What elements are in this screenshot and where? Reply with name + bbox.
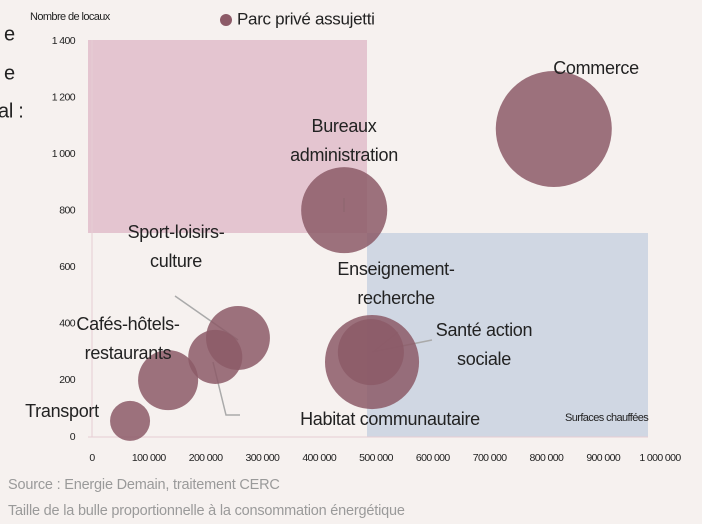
clipped-text: e — [4, 23, 15, 45]
bubble-label: Cafés-hôtels- — [76, 314, 179, 334]
bubble — [188, 329, 243, 384]
x-tick-label: 200 000 — [189, 452, 224, 464]
bubble — [337, 319, 404, 386]
bubble — [110, 400, 151, 441]
bubble-label: culture — [150, 251, 202, 271]
x-tick-label: 400 000 — [302, 452, 337, 464]
note: Taille de la bulle proportionnelle à la … — [8, 503, 405, 519]
y-tick-label: 600 — [59, 261, 75, 273]
legend-label: Parc privé assujetti — [237, 9, 375, 28]
bubble — [301, 167, 388, 254]
y-tick-label: 200 — [59, 374, 75, 386]
clipped-text: e — [4, 62, 15, 84]
legend-swatch — [220, 14, 232, 26]
bubble-label: Santé action — [436, 320, 532, 340]
y-tick-label: 1 200 — [52, 91, 76, 103]
bubble-label: Transport — [25, 401, 99, 421]
y-tick-label: 1 400 — [52, 35, 76, 47]
bubble-label: restaurants — [85, 343, 172, 363]
x-tick-label: 500 000 — [359, 452, 394, 464]
clipped-text: al : — [0, 100, 23, 122]
zone-low — [367, 233, 648, 437]
bubble-label: administration — [290, 145, 398, 165]
x-tick-label: 100 000 — [132, 452, 167, 464]
bubble-label: sociale — [457, 349, 511, 369]
x-tick-label: 0 — [89, 452, 95, 464]
y-tick-label: 0 — [70, 431, 76, 443]
source: Source : Energie Demain, traitement CERC — [8, 477, 280, 493]
bubble-label: recherche — [357, 288, 435, 308]
bubble-label: Sport-loisirs- — [128, 222, 225, 242]
bubble-label: Enseignement- — [337, 259, 454, 279]
y-tick-label: 400 — [59, 318, 75, 330]
x-tick-label: 300 000 — [246, 452, 281, 464]
bubble-label: Habitat communautaire — [300, 409, 480, 429]
x-axis-title: Surfaces chauffées — [565, 412, 649, 424]
x-tick-label: 900 000 — [586, 452, 621, 464]
y-tick-label: 1 000 — [52, 148, 76, 160]
bubble — [495, 70, 612, 187]
x-tick-label: 700 000 — [473, 452, 508, 464]
x-tick-label: 1 000 000 — [639, 452, 681, 464]
y-axis-title: Nombre de locaux — [30, 11, 111, 23]
x-tick-label: 600 000 — [416, 452, 451, 464]
x-tick-label: 800 000 — [530, 452, 565, 464]
bubble-label: Bureaux — [312, 116, 377, 136]
y-tick-label: 800 — [59, 204, 75, 216]
bubble-label: Commerce — [553, 58, 639, 78]
bubble — [138, 350, 199, 411]
